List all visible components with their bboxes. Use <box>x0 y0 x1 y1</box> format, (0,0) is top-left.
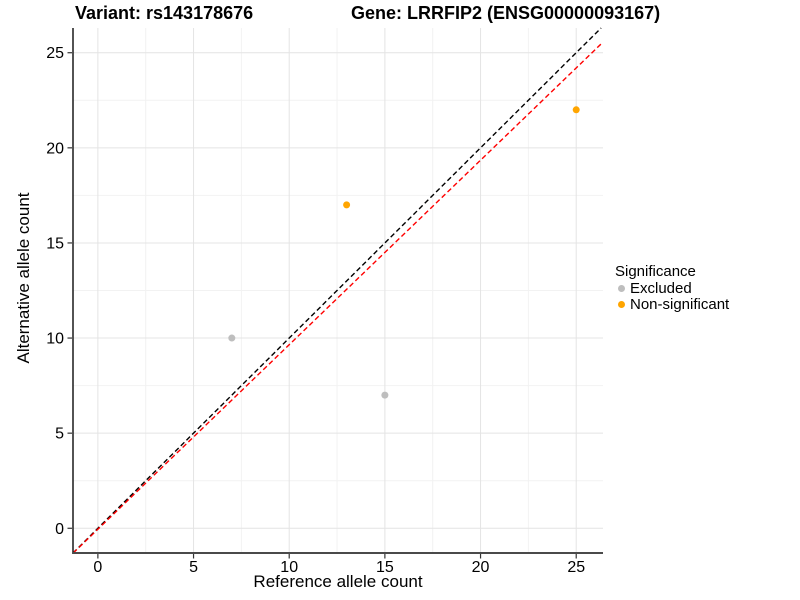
identity-line <box>72 27 602 554</box>
y-tick-label: 15 <box>46 235 64 252</box>
y-axis-title: Alternative allele count <box>14 192 33 364</box>
non-significant-dot-icon <box>618 301 625 308</box>
data-point-excluded <box>381 391 389 399</box>
legend: Significance Excluded Non-significant <box>615 264 729 312</box>
data-point-non-significant <box>572 106 580 114</box>
legend-label-non-significant: Non-significant <box>630 296 730 313</box>
y-tick-label: 25 <box>46 45 64 62</box>
data-point-non-significant <box>343 201 351 209</box>
x-tick-label: 25 <box>567 559 585 576</box>
y-tick-label: 20 <box>46 140 64 157</box>
fit-line <box>72 41 604 554</box>
y-tick-label: 10 <box>46 331 64 348</box>
x-tick-label: 0 <box>93 559 102 576</box>
x-tick-label: 15 <box>376 559 394 576</box>
plot-title-gene: Gene: LRRFIP2 (ENSG00000093167) <box>351 3 661 23</box>
x-tick-label: 20 <box>472 559 490 576</box>
x-tick-label: 10 <box>280 559 298 576</box>
plot-title-variant: Variant: rs143178676 <box>75 3 254 23</box>
y-tick-label: 5 <box>55 426 64 443</box>
y-tick-label: 0 <box>55 521 64 538</box>
legend-item-excluded: Excluded <box>615 281 729 296</box>
legend-title: Significance <box>615 263 696 280</box>
legend-label-excluded: Excluded <box>630 280 692 297</box>
x-tick-label: 5 <box>189 559 198 576</box>
excluded-dot-icon <box>618 285 625 292</box>
data-point-excluded <box>228 334 236 342</box>
legend-item-nonsignificant: Non-significant <box>615 297 729 312</box>
x-axis-title: Reference allele count <box>253 572 423 591</box>
